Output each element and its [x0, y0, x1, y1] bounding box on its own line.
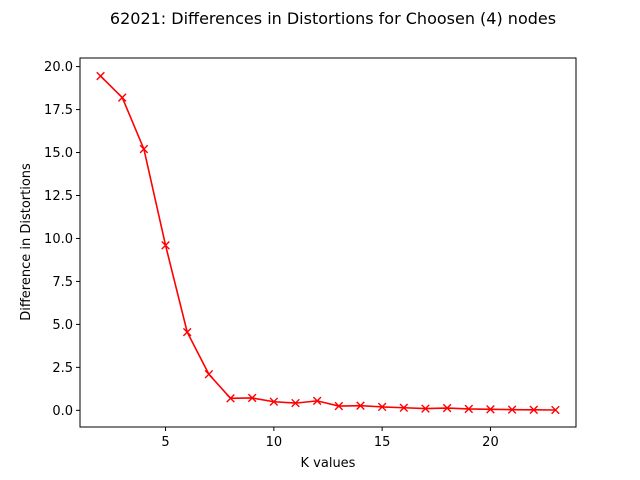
x-axis-label: K values — [301, 456, 356, 471]
data-point-marker — [356, 401, 365, 410]
chart-title: 62021: Differences in Distortions for Ch… — [110, 9, 556, 28]
data-point-marker — [226, 394, 235, 403]
y-tick-label: 10.0 — [44, 232, 73, 247]
data-point-marker — [507, 405, 517, 414]
y-tick-label: 0.0 — [52, 404, 73, 419]
series-line — [100, 75, 556, 411]
data-point-marker — [247, 393, 257, 403]
x-tick-label: 20 — [482, 435, 499, 450]
x-tick-label: 5 — [161, 435, 169, 450]
data-point-marker — [421, 404, 430, 413]
data-point-marker — [399, 403, 409, 413]
y-tick-label: 12.5 — [44, 189, 73, 204]
y-axis-label: Difference in Distortions — [19, 163, 34, 321]
plot-area-frame — [79, 57, 577, 428]
data-point-marker — [291, 398, 300, 408]
data-point-marker — [161, 241, 170, 250]
data-point-marker — [464, 404, 474, 414]
data-point-marker — [204, 369, 214, 379]
y-tick-label: 5.0 — [52, 318, 73, 333]
y-tick-label: 20.0 — [44, 60, 73, 75]
data-point-marker — [139, 144, 149, 154]
x-tick-label: 10 — [266, 435, 283, 450]
data-point-marker — [269, 397, 279, 407]
data-point-marker — [529, 405, 539, 415]
data-point-marker — [312, 396, 322, 406]
data-point-marker — [182, 327, 192, 337]
data-point-marker — [377, 402, 387, 412]
x-tick-label: 15 — [374, 435, 391, 450]
data-point-marker — [442, 403, 452, 413]
data-point-marker — [117, 93, 127, 102]
y-tick-label: 7.5 — [52, 275, 73, 290]
data-point-marker — [551, 405, 560, 415]
x-axis: 5 10 15 20 — [161, 427, 499, 450]
series-markers — [96, 71, 560, 415]
y-tick-label: 2.5 — [52, 361, 73, 376]
data-point-marker — [486, 405, 495, 414]
y-tick-label: 15.0 — [44, 146, 73, 161]
data-point-marker — [96, 71, 105, 81]
y-axis: 0.0 2.5 5.0 7.5 10.0 12.5 15.0 17.5 20.0 — [44, 60, 80, 419]
y-tick-label: 17.5 — [44, 103, 73, 118]
data-point-marker — [334, 401, 344, 411]
